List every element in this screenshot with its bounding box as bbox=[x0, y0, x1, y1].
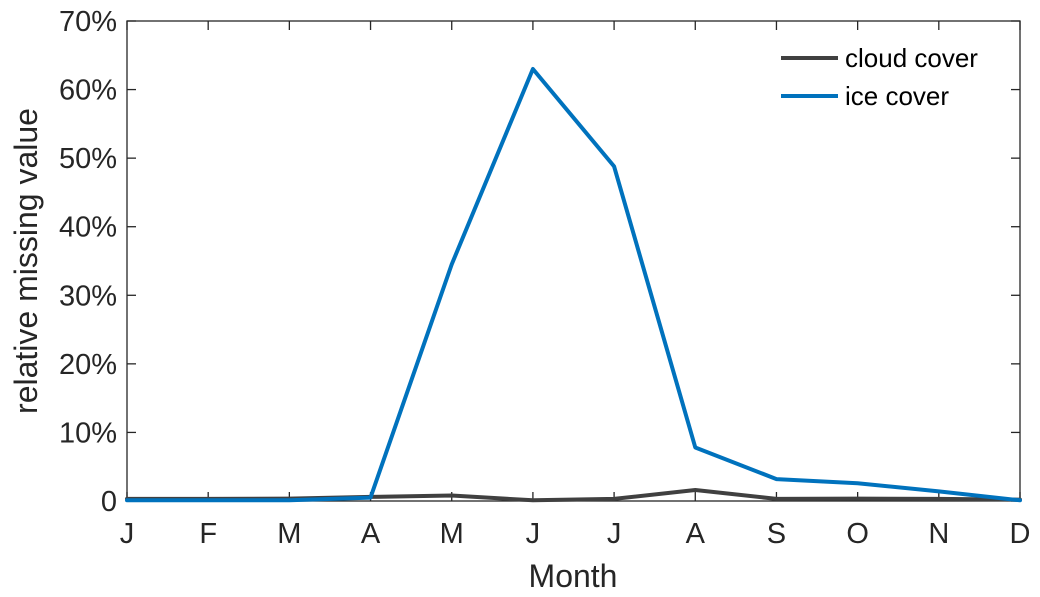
data-point bbox=[288, 499, 290, 501]
data-point bbox=[775, 498, 777, 500]
data-point bbox=[694, 489, 696, 491]
data-point bbox=[613, 165, 615, 167]
legend: cloud cover ice cover bbox=[781, 43, 978, 111]
y-tick-label: 20% bbox=[59, 349, 117, 381]
data-point bbox=[1019, 499, 1021, 501]
x-tick-label: S bbox=[767, 518, 786, 550]
y-tick-label: 30% bbox=[59, 280, 117, 312]
data-point bbox=[938, 498, 940, 500]
x-tick-label: A bbox=[361, 518, 381, 550]
data-point bbox=[857, 482, 859, 484]
data-point bbox=[532, 68, 534, 70]
data-point bbox=[857, 498, 859, 500]
y-tick-label: 50% bbox=[59, 143, 117, 175]
x-tick-label: D bbox=[1010, 518, 1031, 550]
y-tick-label: 40% bbox=[59, 212, 117, 244]
data-point bbox=[126, 499, 128, 501]
x-axis-title: Month bbox=[529, 558, 618, 594]
x-tick-label: M bbox=[277, 518, 301, 550]
data-point bbox=[694, 447, 696, 449]
data-point bbox=[532, 499, 534, 501]
legend-label: cloud cover bbox=[845, 43, 978, 73]
x-tick-label: J bbox=[526, 518, 541, 550]
data-point bbox=[775, 478, 777, 480]
data-point bbox=[370, 497, 372, 499]
x-tick-label: J bbox=[607, 518, 622, 550]
y-tick-label: 70% bbox=[59, 6, 117, 38]
data-point bbox=[451, 263, 453, 265]
y-axis-title: relative missing value bbox=[8, 108, 44, 414]
y-tick-label: 60% bbox=[59, 75, 117, 107]
y-tick-label: 0 bbox=[101, 486, 117, 518]
x-tick-label: M bbox=[440, 518, 464, 550]
series-group bbox=[125, 67, 1022, 503]
legend-label: ice cover bbox=[845, 81, 949, 111]
x-tick-label: J bbox=[120, 518, 135, 550]
x-tick-label: N bbox=[928, 518, 949, 550]
data-point bbox=[451, 495, 453, 497]
y-axis: 0 10% 20% 30% 40% 50% 60% 70% bbox=[59, 6, 1020, 518]
data-point bbox=[207, 499, 209, 501]
data-point bbox=[938, 490, 940, 492]
y-tick-label: 10% bbox=[59, 417, 117, 449]
x-tick-label: O bbox=[846, 518, 869, 550]
x-tick-label: F bbox=[199, 518, 217, 550]
data-point bbox=[613, 498, 615, 500]
x-tick-label: A bbox=[686, 518, 706, 550]
series-line-ice-cover bbox=[125, 67, 1022, 503]
